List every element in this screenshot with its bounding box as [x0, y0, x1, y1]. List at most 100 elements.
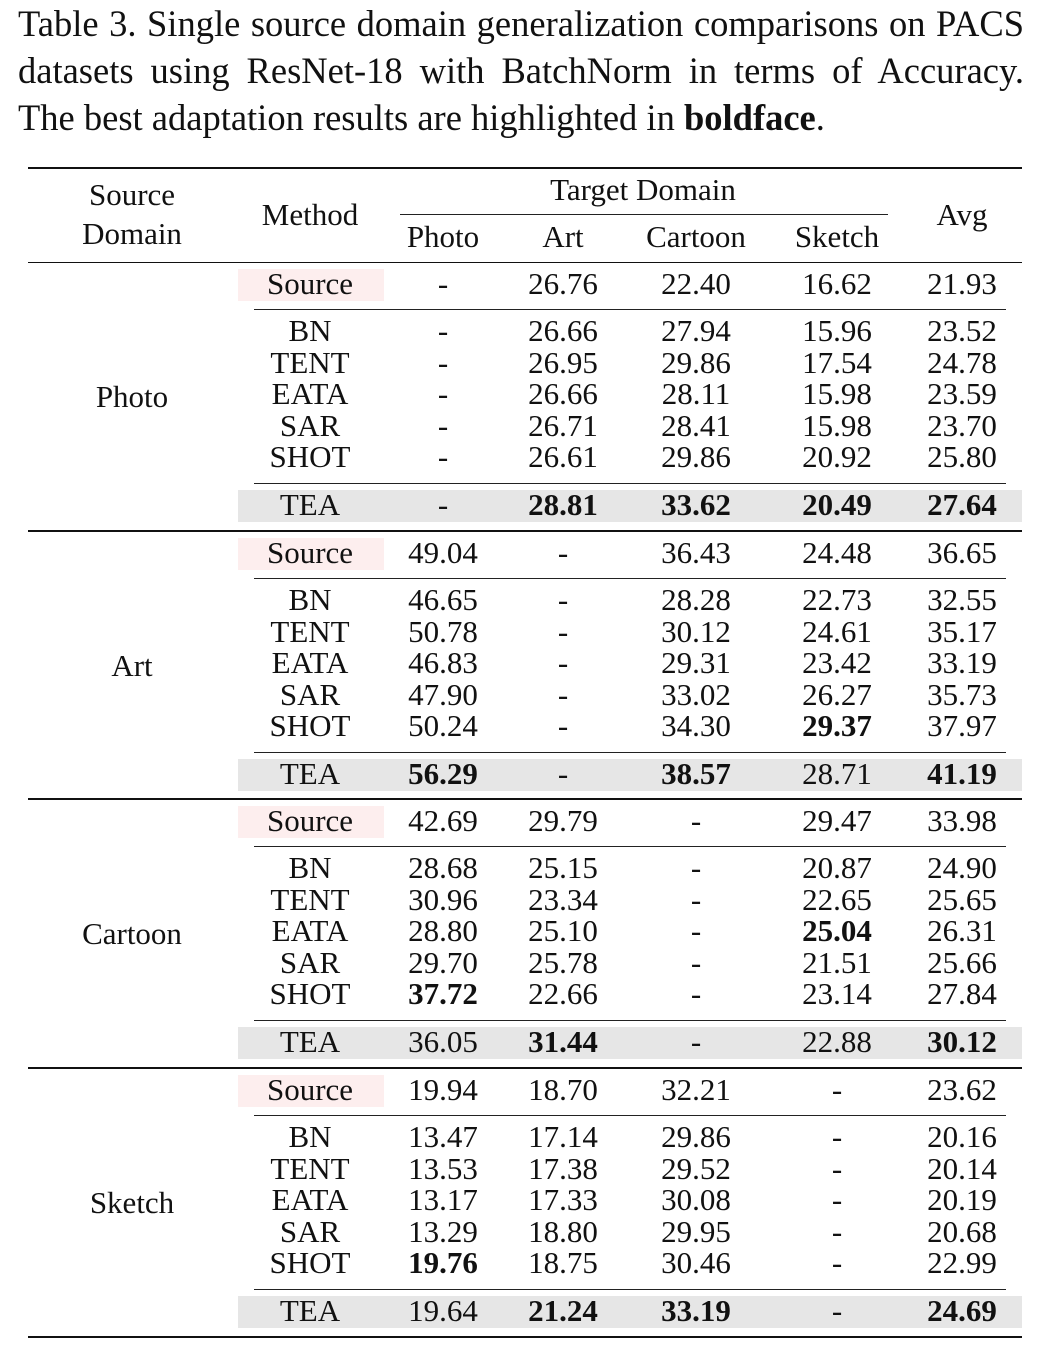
table-cell: -	[690, 945, 702, 980]
method-label: TENT	[270, 1151, 350, 1186]
source-row-highlight	[238, 538, 384, 570]
tea-row-highlight	[238, 1296, 1022, 1328]
table-cell: -	[831, 1214, 843, 1249]
table-cell: -	[831, 1293, 843, 1328]
table-cell: 19.94	[408, 1072, 478, 1107]
source-separator-rule	[254, 578, 1006, 579]
tea-row-highlight	[238, 759, 1022, 791]
table-cell: 18.70	[528, 1072, 598, 1107]
table-cell: 56.29	[408, 756, 478, 791]
table-cell: 36.43	[661, 535, 731, 570]
table-cell: -	[437, 266, 449, 301]
tea-separator-rule	[254, 752, 1006, 753]
table-cell: -	[690, 882, 702, 917]
table-cell: 21.93	[927, 266, 997, 301]
table-cell: 25.66	[927, 945, 997, 980]
method-label: BN	[288, 313, 332, 348]
table-cell: 13.17	[408, 1182, 478, 1217]
table-cell: -	[690, 850, 702, 885]
table-cell: 23.42	[802, 645, 872, 680]
table-cell: 20.68	[927, 1214, 997, 1249]
table-cell: 35.73	[927, 677, 997, 712]
target-domain-rule	[400, 214, 888, 215]
table-cell: 24.48	[802, 535, 872, 570]
table-cell: 33.98	[927, 803, 997, 838]
method-label: SAR	[279, 408, 341, 443]
method-label: SHOT	[269, 708, 351, 743]
table-cell: 28.28	[661, 582, 731, 617]
table-cell: 32.55	[927, 582, 997, 617]
method-label: EATA	[271, 376, 349, 411]
table-cell: 30.46	[661, 1245, 731, 1280]
table-cell: 13.47	[408, 1119, 478, 1154]
table-cell: -	[690, 976, 702, 1011]
table-cell: -	[831, 1182, 843, 1217]
tea-separator-rule	[254, 1289, 1006, 1290]
table-cell: 29.86	[661, 439, 731, 474]
method-label: TEA	[279, 756, 341, 791]
header-source-domain-line2: Domain	[82, 216, 182, 251]
method-label: SAR	[279, 945, 341, 980]
table-cell: 29.52	[661, 1151, 731, 1186]
table-cell: 21.24	[528, 1293, 598, 1328]
table-cell: 20.49	[802, 487, 872, 522]
method-label: SAR	[279, 1214, 341, 1249]
header-col-sketch: Sketch	[794, 219, 880, 254]
table-cell: 36.05	[408, 1024, 478, 1059]
table-cell: -	[831, 1245, 843, 1280]
table-cell: 19.76	[408, 1245, 478, 1280]
table-cell: 25.78	[528, 945, 598, 980]
header-target-domain: Target Domain	[550, 172, 736, 207]
table-cell: 26.66	[528, 376, 598, 411]
tea-row-highlight	[238, 1027, 1022, 1059]
source-separator-rule	[254, 1115, 1006, 1116]
table-cell: -	[690, 1024, 702, 1059]
method-label: Source	[266, 1072, 354, 1107]
table-cell: -	[437, 345, 449, 380]
table-cell: 32.21	[661, 1072, 731, 1107]
bottom-rule	[28, 1336, 1022, 1338]
table-cell: 23.62	[927, 1072, 997, 1107]
table-cell: -	[437, 408, 449, 443]
table-cell: 17.38	[528, 1151, 598, 1186]
header-col-photo: Photo	[406, 219, 480, 254]
table-cell: 30.08	[661, 1182, 731, 1217]
method-label: Source	[266, 266, 354, 301]
table-cell: 27.64	[927, 487, 997, 522]
table-cell: 26.27	[802, 677, 872, 712]
table-cell: -	[831, 1119, 843, 1154]
table-cell: 13.53	[408, 1151, 478, 1186]
table-cell: -	[690, 803, 702, 838]
table-cell: 24.78	[927, 345, 997, 380]
table-cell: 47.90	[408, 677, 478, 712]
table-cell: 26.71	[528, 408, 598, 443]
table-cell: -	[690, 913, 702, 948]
table-cell: 25.80	[927, 439, 997, 474]
table-cell: 27.84	[927, 976, 997, 1011]
table-cell: 36.65	[927, 535, 997, 570]
table-cell: 33.02	[661, 677, 731, 712]
table-cell: 29.47	[802, 803, 872, 838]
source-row-highlight	[238, 269, 384, 301]
tea-separator-rule	[254, 483, 1006, 484]
method-label: SHOT	[269, 1245, 351, 1280]
tea-row-highlight	[238, 490, 1022, 522]
table-cell: 26.66	[528, 313, 598, 348]
header-source-domain-line1: Source	[88, 177, 176, 212]
table-cell: 30.12	[927, 1024, 997, 1059]
group-separator-rule	[28, 798, 1022, 800]
table-cell: 28.71	[802, 756, 872, 791]
table-cell: 25.10	[528, 913, 598, 948]
table-cell: 22.65	[802, 882, 872, 917]
table-cell: 24.69	[927, 1293, 997, 1328]
table-cell: 38.57	[661, 756, 731, 791]
table-cell: 34.30	[661, 708, 731, 743]
table-cell: 25.04	[802, 913, 872, 948]
method-label: TENT	[270, 614, 350, 649]
table-cell: 22.66	[528, 976, 598, 1011]
caption-bold-word: boldface	[683, 97, 816, 138]
method-label: SHOT	[269, 976, 351, 1011]
table-cell: -	[557, 614, 569, 649]
table-cell: 28.41	[661, 408, 731, 443]
table-cell: 22.88	[802, 1024, 872, 1059]
